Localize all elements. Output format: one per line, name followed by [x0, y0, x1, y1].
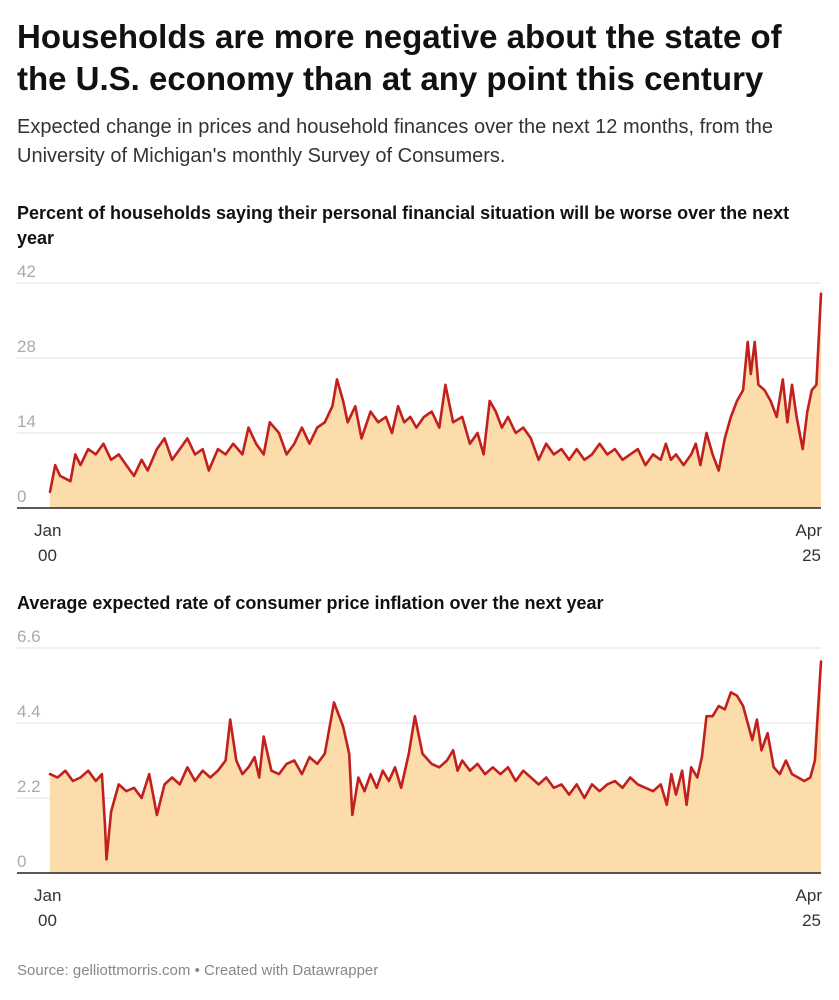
page-title: Households are more negative about the s… [17, 18, 782, 97]
x-tick-label: 00 [38, 546, 57, 565]
y-tick-label: 28 [17, 337, 36, 356]
y-tick-label: 4.4 [17, 702, 41, 721]
x-tick-label: Apr [796, 521, 823, 540]
x-tick-label: Jan [34, 521, 61, 540]
chart-2-title: Average expected rate of consumer price … [17, 593, 604, 613]
chart-1-financial-situation: 0 14 28 42 Jan 00 Apr 25 [17, 262, 823, 565]
x-tick-label: 25 [802, 546, 821, 565]
x-tick-label: Jan [34, 886, 61, 905]
series-line [48, 660, 823, 861]
source-text: Source: gelliottmorris.com [17, 962, 191, 979]
series-area [50, 661, 821, 873]
series-area [50, 293, 821, 508]
x-tick-label: Apr [796, 886, 823, 905]
y-tick-label: 0 [17, 487, 26, 506]
x-tick-label: 00 [38, 911, 57, 930]
y-tick-label: 6.6 [17, 627, 41, 646]
y-tick-label: 0 [17, 852, 26, 871]
series-line [48, 292, 823, 494]
chart-1-title: Percent of households saying their perso… [17, 203, 790, 248]
chart-2-inflation-expectations: 0 2.2 4.4 6.6 Jan 00 Apr 25 [17, 627, 823, 930]
page-subtitle: Expected change in prices and household … [17, 116, 774, 167]
y-tick-label: 42 [17, 262, 36, 281]
x-tick-label: 25 [802, 911, 821, 930]
y-tick-label: 2.2 [17, 777, 41, 796]
y-tick-label: 14 [17, 412, 36, 431]
separator-dot: • [194, 962, 200, 979]
credit-text: Created with Datawrapper [204, 962, 379, 979]
footer: Source: gelliottmorris.com • Created wit… [17, 962, 378, 979]
